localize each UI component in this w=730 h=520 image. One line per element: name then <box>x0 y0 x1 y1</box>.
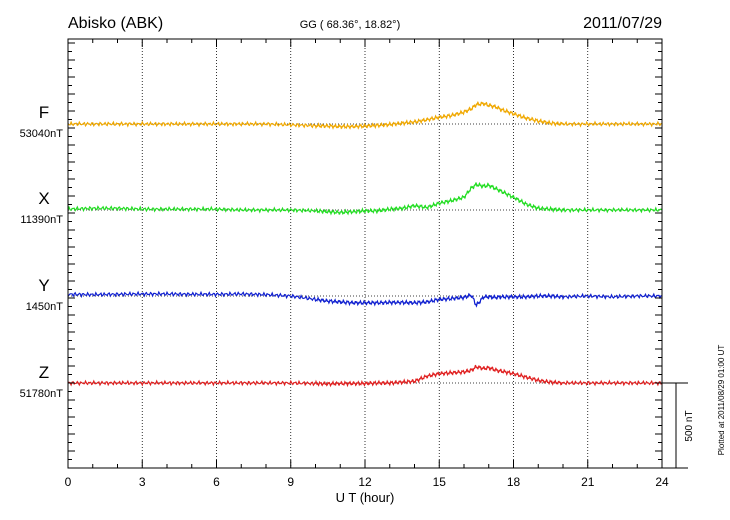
x-tick-label: 9 <box>287 475 294 489</box>
x-tick-label: 6 <box>213 475 220 489</box>
x-tick-label: 0 <box>65 475 72 489</box>
chart-subtitle: GG ( 68.36°, 18.82°) <box>300 19 401 31</box>
series-line-y <box>67 290 663 308</box>
x-tick-label: 21 <box>581 475 595 489</box>
series-baseline-x: 11390nT <box>20 214 63 226</box>
x-tick-label: 12 <box>358 475 372 489</box>
plot-frame <box>67 38 663 469</box>
axis-ticks <box>67 39 663 469</box>
series-baseline-f: 53040nT <box>20 128 64 140</box>
x-axis-label: U T (hour) <box>336 490 395 505</box>
chart-date: 2011/07/29 <box>583 15 662 32</box>
series-lines <box>67 100 663 388</box>
series-name-y: Y <box>38 276 49 295</box>
series-line-f <box>67 100 663 130</box>
x-tick-label: 18 <box>507 475 521 489</box>
series-labels: F 53040nT X 11390nT Y 1450nT Z 51780nT <box>20 103 64 400</box>
series-baseline-y: 1450nT <box>26 301 64 313</box>
grid <box>141 39 589 468</box>
series-line-x <box>67 181 663 216</box>
series-name-f: F <box>39 103 49 122</box>
x-tick-label: 3 <box>139 475 146 489</box>
series-baseline-z: 51780nT <box>20 388 64 400</box>
series-name-z: Z <box>39 363 49 382</box>
series-line-z <box>67 364 663 388</box>
x-tick-label: 24 <box>655 475 669 489</box>
series-name-x: X <box>38 189 49 208</box>
x-tick-label: 15 <box>433 475 447 489</box>
scale-bar-label: 500 nT <box>684 410 695 441</box>
chart-title: Abisko (ABK) <box>68 15 163 32</box>
plotted-footnote: Plotted at 2011/08/29 01:00 UT <box>717 345 726 456</box>
x-tick-labels: 0 3 6 9 12 15 18 21 24 <box>65 475 669 489</box>
scale-bar: 500 nT <box>662 382 695 469</box>
